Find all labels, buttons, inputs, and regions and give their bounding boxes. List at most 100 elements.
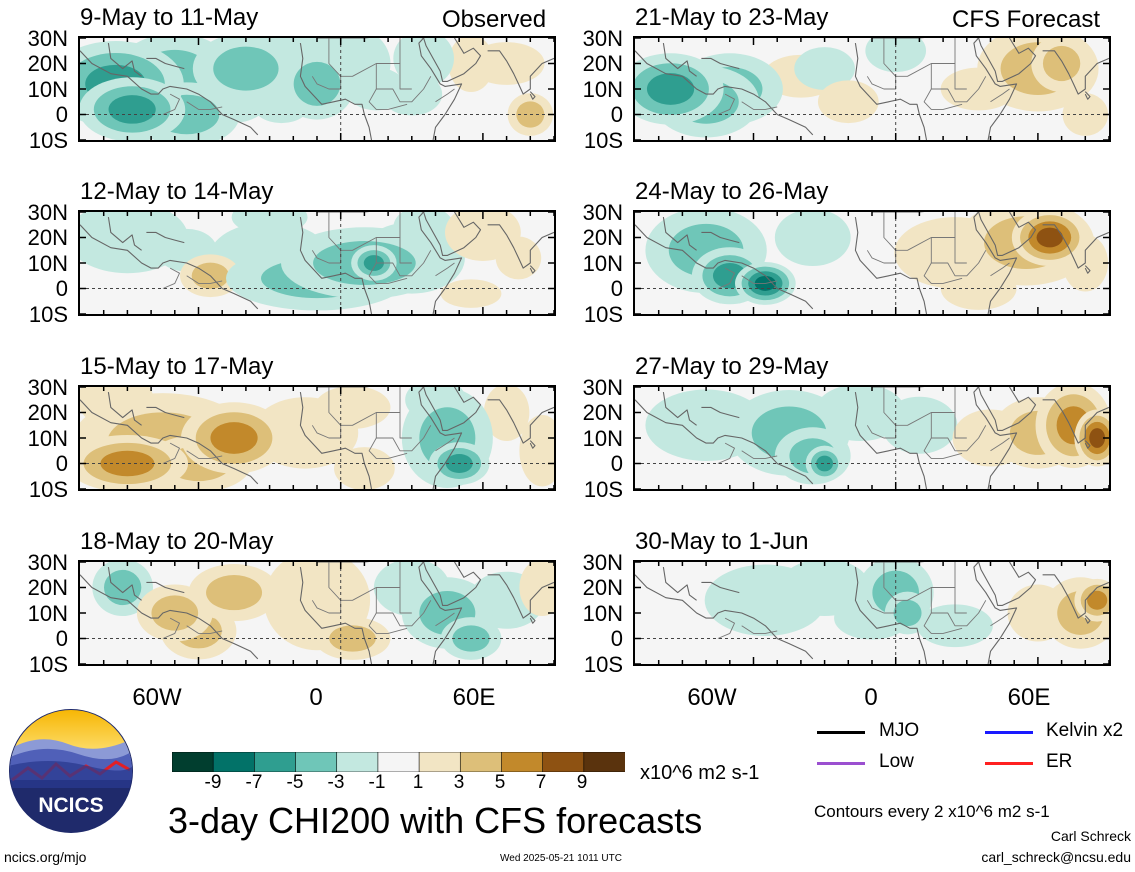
coastline bbox=[1084, 91, 1091, 100]
colorbar-swatch bbox=[295, 751, 338, 773]
anomaly-contour bbox=[231, 212, 308, 235]
coastline bbox=[872, 562, 1018, 664]
chi200-field bbox=[92, 562, 554, 660]
coastline bbox=[107, 392, 142, 426]
coastline bbox=[1084, 615, 1091, 624]
coastline bbox=[399, 587, 412, 614]
coastline bbox=[866, 250, 897, 264]
site-link[interactable]: ncics.org/mjo bbox=[4, 849, 87, 865]
coastline bbox=[311, 76, 342, 90]
coastline bbox=[146, 231, 185, 244]
coastline bbox=[146, 57, 185, 70]
panel-title: 12-May to 14-May bbox=[80, 178, 274, 205]
y-tick: 20N bbox=[27, 225, 68, 250]
coastline bbox=[1042, 574, 1109, 619]
coastline bbox=[1042, 50, 1109, 95]
y-tick: 20N bbox=[27, 51, 68, 76]
anomaly-contour bbox=[519, 562, 554, 617]
coastline bbox=[866, 600, 897, 614]
coastline bbox=[162, 442, 180, 464]
y-tick: 10S bbox=[28, 128, 68, 153]
x-tick: 0 bbox=[309, 684, 323, 711]
colorbar-swatch bbox=[171, 751, 214, 773]
chi200-field bbox=[704, 562, 1109, 649]
coastline bbox=[923, 612, 963, 634]
anomaly-contour bbox=[893, 599, 922, 627]
colorbar-swatch bbox=[583, 751, 626, 773]
coastline bbox=[923, 437, 963, 459]
legend-line-er bbox=[985, 762, 1033, 765]
y-tick: 10N bbox=[27, 251, 68, 276]
coastline bbox=[1042, 399, 1109, 444]
contours-note: Contours every 2 x10^6 m2 s-1 bbox=[814, 802, 1050, 821]
colorbar-label: 7 bbox=[535, 772, 547, 793]
coastline bbox=[978, 387, 1037, 431]
anomaly-contour bbox=[206, 575, 263, 611]
y-tick: 30N bbox=[582, 26, 623, 51]
coastline bbox=[662, 43, 697, 77]
y-tick: 10N bbox=[27, 426, 68, 451]
coastline bbox=[990, 88, 1010, 103]
coastline bbox=[1084, 265, 1091, 274]
x-tick: 60E bbox=[452, 684, 496, 711]
coastline bbox=[487, 574, 554, 619]
coastline bbox=[662, 567, 697, 601]
timestamp: Wed 2025-05-21 1011 UTC bbox=[500, 853, 622, 864]
coastline bbox=[423, 38, 482, 82]
coastline bbox=[635, 574, 814, 660]
anomaly-contour bbox=[1089, 428, 1106, 448]
coastline bbox=[162, 267, 180, 289]
coastline bbox=[317, 212, 463, 314]
coastline bbox=[186, 275, 223, 284]
y-tick: 10N bbox=[582, 251, 623, 276]
y-tick: 0 bbox=[610, 276, 623, 301]
colorbar-swatch bbox=[501, 751, 544, 773]
colorbar-swatch bbox=[212, 751, 256, 773]
coastline bbox=[701, 57, 740, 70]
coastline bbox=[146, 406, 185, 419]
coastline bbox=[954, 63, 967, 90]
coastline bbox=[923, 262, 963, 284]
coastline bbox=[368, 612, 408, 634]
legend-label-er: ER bbox=[1046, 751, 1073, 772]
coastline bbox=[435, 262, 455, 277]
coastline bbox=[954, 412, 967, 439]
coastline bbox=[107, 43, 142, 77]
y-tick: 10N bbox=[27, 77, 68, 102]
y-tick: 20N bbox=[582, 575, 623, 600]
legend-line-mjo bbox=[817, 731, 865, 734]
anomaly-contour bbox=[440, 279, 502, 308]
coastline bbox=[80, 399, 259, 485]
coastline bbox=[80, 574, 259, 660]
coastline bbox=[866, 76, 897, 90]
coastline bbox=[866, 425, 897, 439]
panel-title: 21-May to 23-May bbox=[635, 4, 829, 31]
coastline bbox=[317, 387, 463, 489]
y-tick: 10N bbox=[582, 77, 623, 102]
coastline bbox=[954, 237, 967, 264]
anomaly-contour bbox=[519, 415, 554, 487]
anomaly-contour bbox=[646, 73, 695, 105]
anomaly-contour bbox=[865, 38, 927, 73]
coastline bbox=[872, 38, 1018, 140]
y-tick: 10N bbox=[582, 601, 623, 626]
coastline bbox=[368, 88, 408, 110]
logo-text: NCICS bbox=[38, 794, 103, 817]
coastline bbox=[399, 63, 412, 90]
author: Carl Schreck bbox=[1050, 828, 1131, 844]
y-tick: 10S bbox=[28, 652, 68, 677]
colorbar-swatch bbox=[459, 751, 503, 773]
anomaly-contour bbox=[363, 255, 384, 271]
coastline bbox=[423, 562, 482, 606]
coastline bbox=[923, 88, 963, 110]
y-tick: 20N bbox=[582, 400, 623, 425]
coastline bbox=[635, 50, 814, 136]
coastline bbox=[435, 437, 455, 452]
colorbar-units: x10^6 m2 s-1 bbox=[640, 762, 760, 784]
anomaly-contour bbox=[816, 455, 834, 472]
y-tick: 10N bbox=[582, 426, 623, 451]
anomaly-contour bbox=[794, 47, 855, 91]
y-tick: 30N bbox=[582, 375, 623, 400]
panel-title: 30-May to 1-Jun bbox=[635, 528, 809, 555]
map-area bbox=[78, 210, 556, 316]
